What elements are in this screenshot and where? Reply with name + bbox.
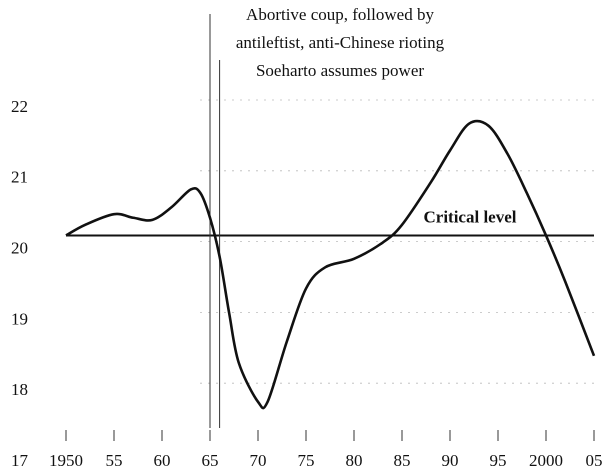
event-label: Abortive coup, followed by bbox=[246, 5, 434, 24]
x-tick-label: 55 bbox=[106, 451, 123, 470]
x-tick-label: 90 bbox=[442, 451, 459, 470]
y-tick-label: 19 bbox=[11, 309, 28, 328]
x-tick-label: 60 bbox=[154, 451, 171, 470]
critical-level-label: Critical level bbox=[424, 207, 517, 226]
data-line bbox=[65, 119, 596, 410]
y-tick-label: 22 bbox=[11, 97, 28, 116]
x-tick-label: 85 bbox=[394, 451, 411, 470]
y-tick-label: 21 bbox=[11, 168, 28, 187]
x-tick-label: 70 bbox=[250, 451, 267, 470]
x-tick-label: 2000 bbox=[529, 451, 563, 470]
event-label: antileftist, anti-Chinese rioting bbox=[236, 33, 445, 52]
y-tick-label: 18 bbox=[11, 380, 28, 399]
x-tick-label: 75 bbox=[298, 451, 315, 470]
x-tick-label: 80 bbox=[346, 451, 363, 470]
event-label: Soeharto assumes power bbox=[256, 61, 424, 80]
x-tick-label: 65 bbox=[202, 451, 219, 470]
y-tick-label: 17 bbox=[11, 451, 29, 470]
x-tick-label: 95 bbox=[490, 451, 507, 470]
y-tick-label: 20 bbox=[11, 239, 28, 258]
x-tick-label: 05 bbox=[586, 451, 603, 470]
x-tick-label: 1950 bbox=[49, 451, 83, 470]
